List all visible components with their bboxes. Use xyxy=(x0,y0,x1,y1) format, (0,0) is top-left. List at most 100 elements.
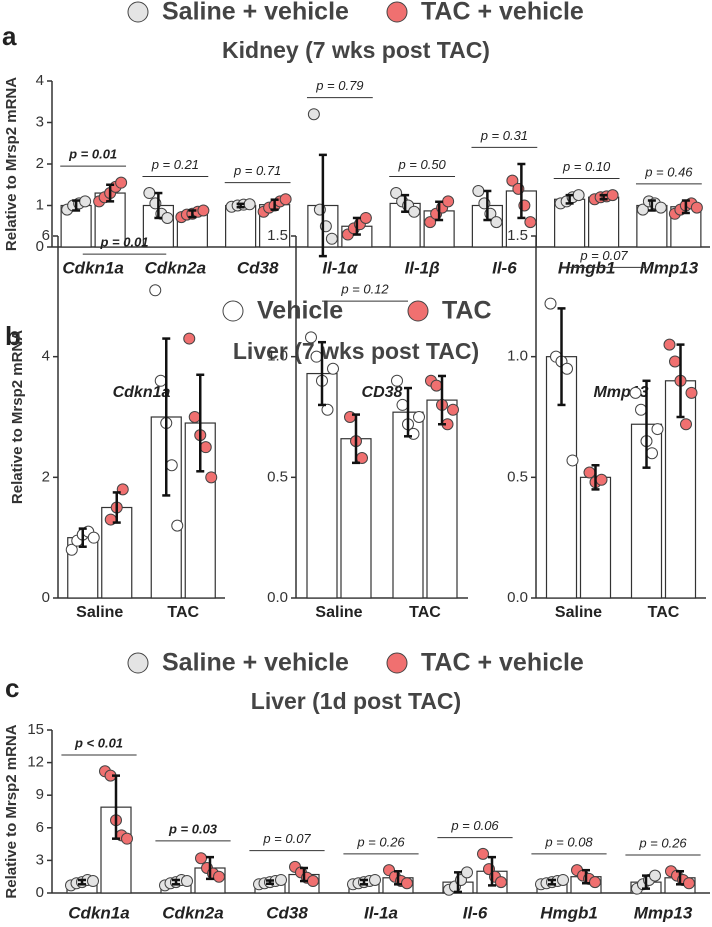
annotation: p = 0.79 xyxy=(315,78,363,93)
x-tick-label: Mmp13 xyxy=(634,903,693,922)
chart-title: Liver (1d post TAC) xyxy=(251,688,461,714)
x-tick-label: TAC xyxy=(409,604,441,621)
data-point xyxy=(275,873,287,886)
data-point xyxy=(369,873,381,886)
y-tick-label: 4 xyxy=(36,72,44,89)
y-tick-label: 0 xyxy=(36,238,44,255)
annotation: p = 0.10 xyxy=(562,159,611,174)
y-tick-label: 9 xyxy=(36,786,44,803)
y-axis-label: Relative to Mrsp2 mRNA xyxy=(3,724,20,898)
data-point xyxy=(561,362,573,375)
data-point xyxy=(430,379,443,392)
panel-letter: b xyxy=(5,321,21,351)
x-tick-label: Il-6 xyxy=(463,903,488,922)
data-point xyxy=(589,876,601,889)
data-point xyxy=(472,184,485,197)
data-point xyxy=(65,543,78,556)
data-point xyxy=(327,362,339,375)
data-point xyxy=(669,355,681,368)
legend-label: TAC + vehicle xyxy=(421,0,584,26)
x-tick-label: Hmgb1 xyxy=(540,903,598,922)
y-tick-label: 1.5 xyxy=(507,227,528,244)
y-tick-label: 6 xyxy=(42,227,50,244)
data-point xyxy=(143,187,156,200)
bar xyxy=(259,204,291,248)
annotation: p < 0.01 xyxy=(74,735,123,750)
y-tick-label: 3 xyxy=(36,851,44,868)
data-point xyxy=(495,876,507,889)
data-point xyxy=(344,411,356,423)
data-point xyxy=(680,418,692,431)
data-point xyxy=(461,866,473,879)
data-point xyxy=(87,875,99,888)
x-tick-label: Cdkn1a xyxy=(68,903,129,922)
data-point xyxy=(566,454,579,467)
x-tick-label: Il-1a xyxy=(364,903,398,922)
data-point xyxy=(188,411,201,423)
data-point xyxy=(646,447,658,460)
annotation: p = 0.01 xyxy=(99,235,148,250)
data-point xyxy=(401,877,413,890)
y-tick-label: 2 xyxy=(36,155,44,172)
y-tick-label: 0 xyxy=(36,884,44,901)
data-point xyxy=(87,531,100,544)
data-point xyxy=(477,847,489,860)
data-point xyxy=(213,870,225,883)
data-point xyxy=(583,466,596,479)
bar xyxy=(100,806,132,894)
data-point xyxy=(307,875,319,888)
annotation: p = 0.71 xyxy=(233,163,281,178)
data-point xyxy=(171,519,184,532)
legend-marker xyxy=(127,652,149,674)
legend-label: Saline + vehicle xyxy=(162,649,349,677)
data-point xyxy=(654,201,667,214)
annotation: p = 0.08 xyxy=(544,834,593,849)
x-tick-label: Il-1α xyxy=(322,258,359,277)
legend-marker xyxy=(386,1,408,23)
data-point xyxy=(149,284,162,297)
data-point xyxy=(407,427,420,440)
data-point xyxy=(121,832,133,845)
y-axis-label: Relative to Mrsp2 mRNA xyxy=(3,77,20,251)
data-point xyxy=(506,174,519,187)
data-point xyxy=(424,216,437,229)
data-point xyxy=(690,201,703,214)
annotation: p = 0.01 xyxy=(68,147,117,162)
data-point xyxy=(195,852,207,865)
bar xyxy=(588,196,620,248)
chart-title: Liver (7 wks post TAC) xyxy=(233,338,479,364)
data-point xyxy=(390,187,403,200)
x-tick-label: Hmgb1 xyxy=(558,258,616,277)
annotation: p = 0.50 xyxy=(397,157,446,172)
y-tick-label: 1.5 xyxy=(267,227,288,244)
y-tick-label: 2 xyxy=(42,468,50,485)
y-tick-label: 0.5 xyxy=(267,468,288,485)
subplot-title: Cdkn1a xyxy=(113,384,171,401)
data-point xyxy=(606,189,619,202)
legend-label: TAC + vehicle xyxy=(421,649,584,677)
data-point xyxy=(524,216,537,229)
y-tick-label: 3 xyxy=(36,113,44,130)
data-point xyxy=(595,473,608,486)
bar xyxy=(340,438,372,599)
data-point xyxy=(629,386,642,399)
data-point xyxy=(243,198,256,211)
y-axis-label: Relative to Mrsp2 mRNA xyxy=(9,330,26,504)
annotation: p = 0.31 xyxy=(480,128,528,143)
data-point xyxy=(181,875,193,888)
data-point xyxy=(572,189,585,202)
y-tick-label: 15 xyxy=(27,721,44,738)
y-tick-label: 6 xyxy=(36,819,44,836)
bar xyxy=(579,476,612,599)
legend-label: Saline + vehicle xyxy=(162,0,349,26)
annotation: p = 0.26 xyxy=(638,835,687,850)
y-tick-label: 1.0 xyxy=(267,348,288,365)
data-point xyxy=(490,216,503,229)
x-tick-label: TAC xyxy=(648,604,680,621)
annotation: p = 0.21 xyxy=(151,157,199,172)
data-point xyxy=(408,205,421,218)
y-tick-label: 4 xyxy=(42,348,50,365)
data-point xyxy=(442,195,455,208)
y-tick-label: 0.5 xyxy=(507,468,528,485)
